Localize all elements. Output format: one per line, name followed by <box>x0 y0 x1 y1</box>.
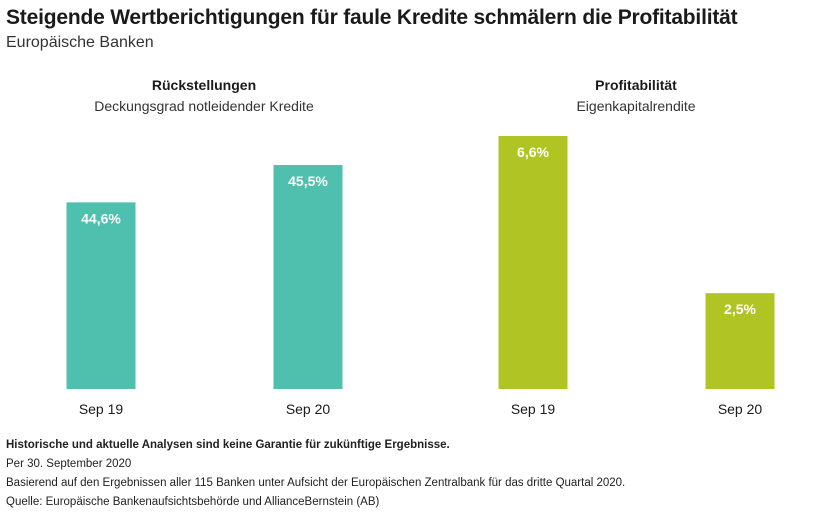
panel-header-provisions: Rückstellungen Deckungsgrad notleidender… <box>54 77 354 114</box>
bar-charts: 44,6% Sep 19 45,5% Sep 20 6,6% Sep 19 2,5% Sep … <box>66 136 775 417</box>
panel-subtitle-provisions: Deckungsgrad notleidender Kredite <box>94 98 314 114</box>
x-tick-label-profitability-1: Sep 20 <box>718 401 763 417</box>
bar-profitability-0 <box>498 136 568 389</box>
data-label-profitability-0: 6,6% <box>517 144 549 160</box>
footnote-source: Quelle: Europäische Bankenaufsichtsbehör… <box>6 496 380 508</box>
chart-title: Steigende Wertberichtigungen für faule K… <box>6 6 738 29</box>
footnote-basis: Basierend auf den Ergebnissen aller 115 … <box>6 477 626 489</box>
bar-profitability-1 <box>705 293 775 389</box>
x-tick-label-provisions-0: Sep 19 <box>79 401 124 417</box>
panel-title-provisions: Rückstellungen <box>151 77 257 93</box>
data-label-profitability-1: 2,5% <box>724 301 756 317</box>
bar-provisions-0 <box>66 202 136 389</box>
chart-subtitle: Europäische Banken <box>6 34 154 51</box>
data-label-provisions-1: 45,5% <box>288 173 328 189</box>
bar-provisions-1 <box>273 165 343 389</box>
panel-subtitle-profitability: Eigenkapitalrendite <box>576 98 696 114</box>
panel-header-profitability: Profitabilität Eigenkapitalrendite <box>486 77 786 114</box>
panel-title-profitability: Profitabilität <box>595 77 677 93</box>
x-tick-label-profitability-0: Sep 19 <box>511 401 556 417</box>
footnote-disclaimer: Historische und aktuelle Analysen sind k… <box>6 439 450 451</box>
footnotes: Historische und aktuelle Analysen sind k… <box>6 436 625 512</box>
x-tick-label-provisions-1: Sep 20 <box>286 401 331 417</box>
footnote-date: Per 30. September 2020 <box>6 458 132 470</box>
data-label-provisions-0: 44,6% <box>81 210 121 226</box>
